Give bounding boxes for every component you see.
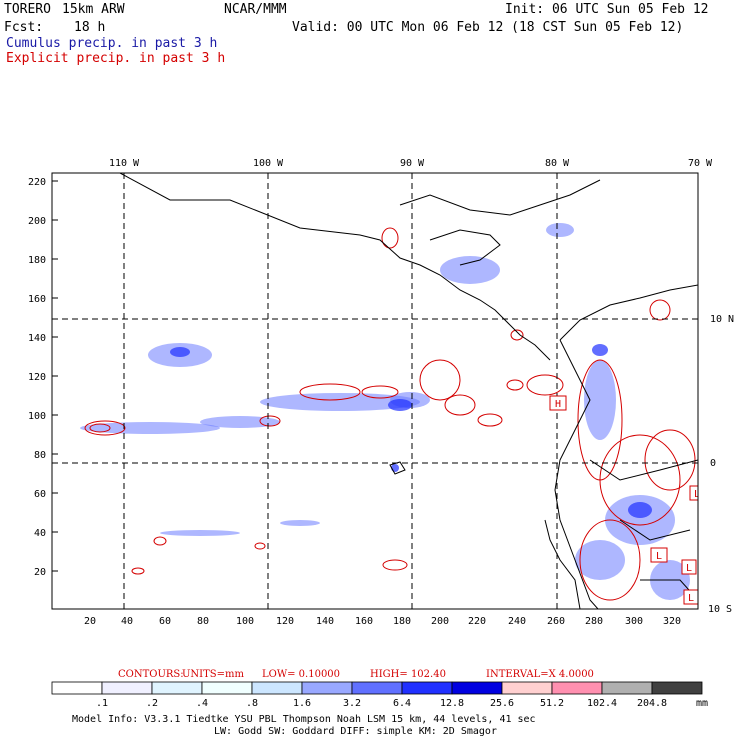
organization: NCAR/MMM <box>224 2 287 17</box>
model-name: TORERO <box>4 2 51 17</box>
map-content: H L L L L <box>52 173 700 609</box>
box-label: L <box>688 593 694 604</box>
colorbar <box>51 681 703 695</box>
colorbar-label: 102.4 <box>587 698 617 709</box>
lat-label: 10 S <box>708 604 732 615</box>
contour-interval: INTERVAL=X 4.0000 <box>486 669 594 680</box>
lon-label: 110 W <box>109 158 140 169</box>
colorbar-swatch <box>201 681 253 695</box>
y-tick: 80 <box>34 450 46 461</box>
colorbar-swatch <box>501 681 553 695</box>
x-tick: 160 <box>355 616 373 627</box>
colorbar-label: 12.8 <box>440 698 464 709</box>
contour-info: CONTOURS: UNITS=mm LOW= 0.10000 HIGH= 10… <box>118 669 594 680</box>
explicit-precip-title: Explicit precip. in past 3 h <box>6 51 226 66</box>
x-tick: 240 <box>508 616 526 627</box>
y-tick: 160 <box>28 294 46 305</box>
y-tick: 20 <box>34 567 46 578</box>
y-tick: 100 <box>28 411 46 422</box>
colorbar-swatch <box>601 681 653 695</box>
colorbar-swatch <box>451 681 503 695</box>
y-tick: 200 <box>28 216 46 227</box>
box-label: L <box>686 563 692 574</box>
box-label: L <box>656 551 662 562</box>
x-tick: 260 <box>547 616 565 627</box>
lat-labels: 10 N 0 10 S <box>708 314 734 615</box>
heavy-cumulus-cores <box>170 344 652 518</box>
cumulus-precip-title: Cumulus precip. in past 3 h <box>6 36 218 51</box>
model-resolution: 15km ARW <box>62 2 125 17</box>
colorbar-unit: mm <box>696 698 708 709</box>
colorbar-swatch <box>101 681 153 695</box>
lon-labels: 110 W 100 W 90 W 80 W 70 W <box>109 158 713 169</box>
colorbar-swatch <box>401 681 453 695</box>
colorbar-label: .2 <box>146 698 158 709</box>
x-tick: 320 <box>663 616 681 627</box>
lon-label: 70 W <box>688 158 713 169</box>
valid-time: Valid: 00 UTC Mon 06 Feb 12 (18 CST Sun … <box>292 20 684 35</box>
x-tick: 220 <box>468 616 486 627</box>
footer-model-info: Model Info: V3.3.1 Tiedtke YSU PBL Thomp… <box>72 714 536 725</box>
x-tick: 300 <box>625 616 643 627</box>
colorbar-label: 51.2 <box>540 698 564 709</box>
x-tick: 80 <box>197 616 209 627</box>
colorbar-swatch <box>651 681 703 695</box>
x-tick: 120 <box>276 616 294 627</box>
x-ticks: 20 40 60 80 100 120 140 160 180 200 220 … <box>84 616 681 627</box>
x-tick: 40 <box>121 616 133 627</box>
forecast-label: Fcst: <box>4 20 44 35</box>
contour-low: LOW= 0.10000 <box>262 669 340 680</box>
colorbar-swatch <box>551 681 603 695</box>
box-label: H <box>555 399 561 410</box>
colorbar-swatch <box>351 681 403 695</box>
x-tick: 140 <box>316 616 334 627</box>
colorbar-label: 6.4 <box>393 698 411 709</box>
contour-label: CONTOURS: <box>118 669 184 680</box>
colorbar-label: 1.6 <box>293 698 311 709</box>
lon-label: 100 W <box>253 158 284 169</box>
colorbar-label: .8 <box>246 698 258 709</box>
box-label: L <box>694 489 700 500</box>
contour-units: UNITS=mm <box>182 669 245 680</box>
x-tick: 100 <box>236 616 254 627</box>
init-time: Init: 06 UTC Sun 05 Feb 12 <box>505 2 709 17</box>
y-ticks: 220 200 180 160 140 120 100 80 60 40 20 <box>28 177 46 578</box>
lat-label: 10 N <box>710 314 734 325</box>
lon-label: 80 W <box>545 158 570 169</box>
colorbar-labels: .1 .2 .4 .8 1.6 3.2 6.4 12.8 25.6 51.2 102.4 204.8 <box>96 698 667 709</box>
colorbar-swatch <box>301 681 353 695</box>
colorbar-swatch <box>251 681 303 695</box>
colorbar-swatch <box>151 681 203 695</box>
forecast-hour: 18 h <box>74 20 106 35</box>
x-tick: 20 <box>84 616 96 627</box>
y-tick: 40 <box>34 528 46 539</box>
y-tick: 180 <box>28 255 46 266</box>
map-frame <box>51 172 699 610</box>
latlon-grid <box>52 173 698 609</box>
y-tick: 140 <box>28 333 46 344</box>
y-tick: 60 <box>34 489 46 500</box>
colorbar-label: 25.6 <box>490 698 514 709</box>
pressure-boxes: H L L L L <box>549 395 700 605</box>
x-tick: 60 <box>159 616 171 627</box>
y-tick: 220 <box>28 177 46 188</box>
y-tick: 120 <box>28 372 46 383</box>
explicit-precip-contours <box>84 227 696 601</box>
coastlines <box>119 173 698 609</box>
colorbar-label: 204.8 <box>637 698 667 709</box>
contour-high: HIGH= 102.40 <box>370 669 446 680</box>
colorbar-label: .4 <box>196 698 208 709</box>
y-tick-marks <box>52 180 58 572</box>
colorbar-swatch <box>51 681 103 695</box>
colorbar-label: .1 <box>96 698 108 709</box>
x-tick: 280 <box>585 616 603 627</box>
x-tick: 200 <box>431 616 449 627</box>
x-tick: 180 <box>393 616 411 627</box>
lat-label: 0 <box>710 458 716 469</box>
colorbar-label: 3.2 <box>343 698 361 709</box>
footer-physics-info: LW: Godd SW: Goddard DIFF: simple KM: 2D… <box>214 726 497 737</box>
lon-label: 90 W <box>400 158 425 169</box>
cumulus-precip-areas <box>80 223 690 600</box>
